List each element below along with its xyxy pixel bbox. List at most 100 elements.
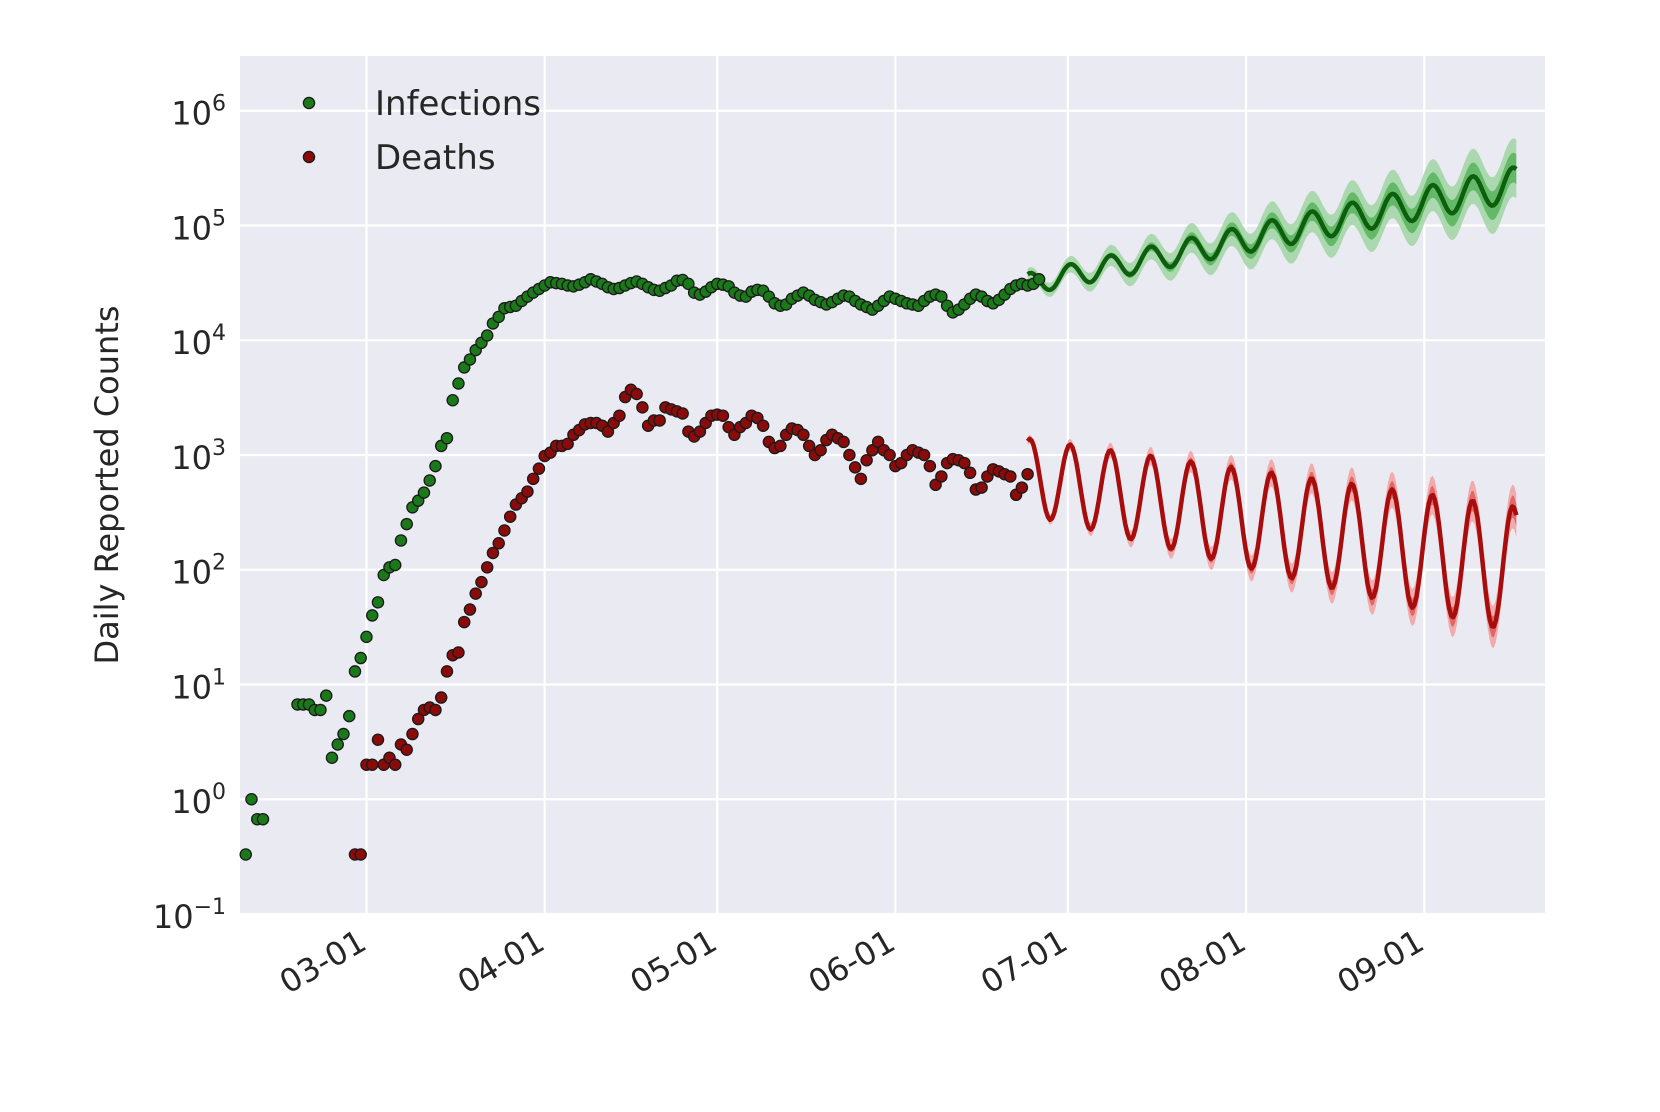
deaths-point — [843, 448, 856, 462]
deaths-point — [429, 703, 442, 717]
y-tick-label: 106 — [171, 92, 226, 133]
infections-point — [239, 848, 252, 861]
legend-label-deaths: Deaths — [375, 138, 496, 178]
deaths-point — [434, 691, 448, 704]
legend-marker-infections — [302, 96, 316, 110]
deaths-point — [463, 603, 477, 616]
infections-point — [342, 709, 356, 723]
deaths-point — [1021, 467, 1034, 481]
infections-point — [365, 609, 379, 622]
infections-point — [682, 277, 695, 291]
deaths-point — [480, 561, 494, 574]
y-tick-exponent: −1 — [194, 895, 226, 920]
infections-point — [480, 329, 494, 342]
legend: Infections Deaths — [302, 84, 541, 178]
infections-point — [354, 651, 367, 665]
deaths-point — [411, 712, 425, 726]
deaths-point — [365, 758, 379, 771]
legend-label-infections: Infections — [375, 84, 541, 124]
infections-point — [935, 290, 948, 303]
infections-point — [446, 394, 459, 407]
infections-point — [331, 738, 344, 751]
y-tick-label: 100 — [171, 780, 226, 821]
x-tick-label: 08-01 — [1153, 922, 1253, 1001]
deaths-point — [521, 485, 534, 498]
deaths-point — [935, 470, 948, 483]
series-infections — [239, 273, 1046, 861]
y-tick-base: 10 — [171, 554, 212, 592]
plot-area — [240, 56, 1545, 914]
infections-point — [400, 517, 413, 531]
infections-point — [492, 310, 505, 324]
deaths-point — [475, 575, 488, 589]
y-tick-exponent: 1 — [212, 665, 226, 690]
forecast-lines — [1025, 165, 1519, 629]
forecast-line-0 — [1026, 165, 1518, 293]
deaths-point — [774, 439, 787, 453]
infections-point — [325, 751, 339, 764]
deaths-point — [532, 462, 546, 475]
x-tick-label: 03-01 — [273, 922, 373, 1001]
y-tick-exponent: 2 — [212, 551, 226, 576]
y-tick-exponent: 0 — [212, 780, 226, 805]
deaths-point — [613, 409, 626, 422]
y-axis-label: Daily Reported Counts — [88, 305, 126, 664]
deaths-point — [354, 848, 367, 861]
infections-point — [423, 474, 436, 487]
deaths-point — [860, 454, 873, 467]
series-deaths — [348, 383, 1034, 861]
deaths-point — [371, 733, 385, 747]
y-tick-label: 104 — [171, 321, 226, 362]
deaths-point — [975, 481, 988, 494]
infections-point — [360, 630, 373, 644]
infections-point — [348, 665, 362, 678]
y-tick-label: 105 — [171, 206, 226, 247]
y-tick-base: 10 — [171, 668, 212, 706]
deaths-point — [854, 472, 868, 486]
y-tick-base: 10 — [171, 95, 212, 133]
deaths-point — [676, 407, 689, 420]
data-points — [239, 273, 1046, 861]
y-tick-label: 10−1 — [153, 895, 226, 936]
infections-point — [371, 596, 385, 609]
infections-point — [1032, 273, 1046, 286]
deaths-point — [601, 425, 615, 438]
infections-point — [314, 703, 327, 717]
deaths-point — [837, 435, 850, 449]
deaths-point — [814, 443, 827, 457]
deaths-point — [883, 448, 896, 462]
deaths-point — [469, 587, 482, 600]
deaths-point — [452, 646, 465, 659]
deaths-point — [486, 546, 500, 560]
deaths-point — [693, 425, 707, 438]
deaths-point — [797, 428, 810, 442]
deaths-point — [1015, 481, 1029, 494]
y-tick-base: 10 — [171, 783, 212, 821]
deaths-point — [440, 665, 454, 678]
deaths-point — [923, 459, 937, 473]
deaths-point — [498, 524, 511, 537]
deaths-point — [492, 537, 505, 550]
deaths-point — [653, 414, 666, 427]
deaths-point — [929, 478, 942, 492]
infections-point — [440, 431, 454, 445]
infections-point — [452, 377, 465, 390]
y-tick-exponent: 5 — [212, 206, 226, 231]
legend-marker-deaths — [302, 150, 316, 164]
y-tick-base: 10 — [153, 898, 194, 936]
deaths-point — [630, 387, 643, 401]
deaths-point — [388, 758, 402, 771]
deaths-point — [917, 448, 931, 462]
infections-point — [256, 812, 270, 826]
x-tick-label: 09-01 — [1331, 922, 1431, 1001]
infections-point — [388, 558, 402, 572]
deaths-point — [526, 472, 540, 486]
infections-point — [417, 486, 431, 499]
y-tick-base: 10 — [171, 324, 212, 362]
y-tick-label: 101 — [171, 665, 226, 706]
deaths-point — [802, 439, 816, 453]
deaths-point — [503, 510, 517, 523]
y-tick-base: 10 — [171, 209, 212, 247]
deaths-point — [636, 401, 649, 414]
